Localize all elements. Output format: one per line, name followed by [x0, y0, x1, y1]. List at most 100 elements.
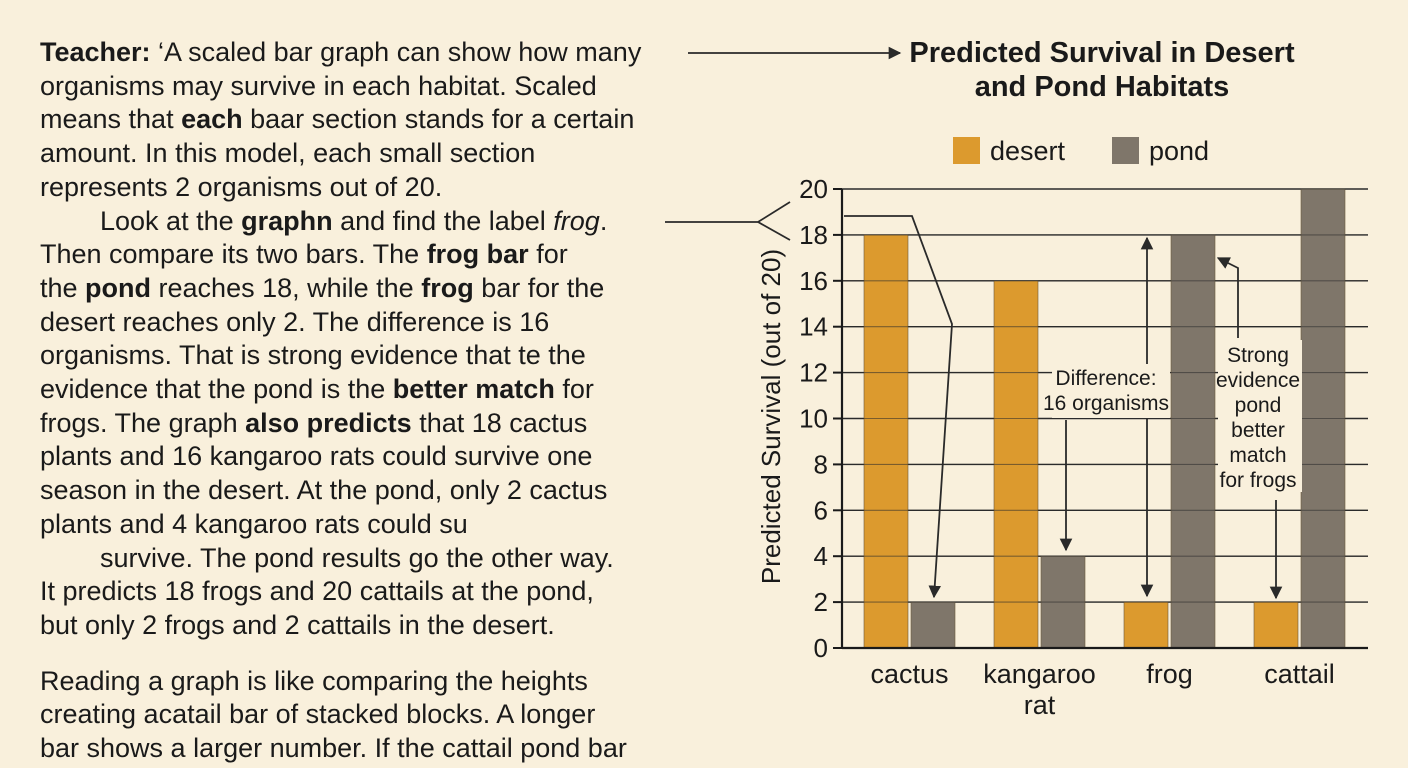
text-run: frog bar [426, 239, 529, 270]
legend-label-pond: pond [1149, 136, 1209, 166]
text-run: amount. In this model, each small sectio… [40, 138, 536, 169]
text-line: desert reaches only 2. The difference is… [40, 306, 690, 340]
bar-cactus-desert [863, 234, 909, 649]
text-run: represents 2 organisms out of 20. [40, 171, 443, 202]
text-run: . [599, 205, 608, 236]
text-run: plants and 4 kangaroo rats could su [40, 508, 468, 539]
difference-annotation-bg [1052, 364, 1170, 418]
text-run: Reading a graph is like comparing the he… [40, 665, 588, 696]
y-tick-label: 10 [799, 404, 828, 434]
bar-cactus-pond [910, 601, 956, 649]
y-tick-label: 4 [814, 541, 828, 571]
text-run: pond [85, 272, 152, 303]
text-line: Look at the graphn and find the label fr… [40, 205, 690, 239]
text-line: Teacher: ‘A scaled bar graph can show ho… [40, 36, 690, 70]
text-line: represents 2 organisms out of 20. [40, 171, 690, 205]
text-run: survive. The pond results go the other w… [100, 542, 614, 573]
y-axis-label: Predicted Survival (out of 20) [756, 249, 786, 584]
text-run: It predicts 18 frogs and 20 cattails at … [40, 576, 594, 607]
text-line: season in the desert. At the pond, only … [40, 474, 690, 508]
text-line: but only 2 frogs and 2 cattails in the d… [40, 609, 690, 643]
y-tick-label: 6 [814, 495, 828, 525]
text-line: plants and 16 kangaroo rats could surviv… [40, 440, 690, 474]
text-run: evidence that the pond is the [40, 374, 393, 405]
text-line: It predicts 18 frogs and 20 cattails at … [40, 575, 690, 609]
text-run: Then compare its two bars. The [40, 239, 427, 270]
category-label: cactus [870, 659, 948, 689]
text-run: bar for the [473, 272, 605, 303]
chart-title: and Pond Habitats [975, 71, 1230, 103]
evidence-annotation-bg [1218, 340, 1302, 492]
text-run: frog [421, 272, 474, 303]
legend-label-desert: desert [990, 136, 1066, 166]
text-line: survive. The pond results go the other w… [40, 542, 690, 576]
text-run: Look at the [100, 205, 242, 236]
text-line: bar shows a larger number. If the cattai… [40, 732, 690, 766]
y-tick-label: 2 [814, 587, 828, 617]
text-run: bar shows a larger number. If the cattai… [40, 733, 627, 764]
text-run: the [40, 272, 86, 303]
evidence-annotation: evidence [1216, 369, 1300, 392]
text-run: for [528, 239, 568, 270]
category-label: kangaroo [983, 659, 1096, 689]
text-run: means that [40, 104, 182, 135]
text-run: plants and 16 kangaroo rats could surviv… [40, 441, 593, 472]
category-label: rat [1024, 690, 1056, 720]
text-line: plants and 4 kangaroo rats could su [40, 508, 690, 542]
text-run: better match [392, 374, 555, 405]
text-run: reaches 18, while the [151, 272, 422, 303]
y-tick-label: 12 [799, 358, 828, 388]
text-run: each [181, 104, 243, 135]
text-run: frog [553, 205, 600, 236]
text-run: season in the desert. At the pond, only … [40, 475, 608, 506]
text-line: amount. In this model, each small sectio… [40, 137, 690, 171]
frog-connector-line [757, 221, 791, 241]
y-tick-label: 16 [799, 266, 828, 296]
frog-connector-line [665, 201, 791, 223]
text-line: evidence that the pond is the better mat… [40, 373, 690, 407]
y-tick-label: 14 [799, 312, 828, 342]
text-run: that 18 cactus [411, 407, 588, 438]
legend-swatch-desert [953, 137, 980, 164]
text-line: means that each baar section stands for … [40, 103, 690, 137]
bar-cattail-desert [1253, 601, 1299, 649]
text-line: Then compare its two bars. The frog bar … [40, 238, 690, 272]
bar-frog-pond [1170, 234, 1216, 649]
evidence-pointer-arrow-up [1216, 257, 1239, 338]
text-line: creating acatail bar of stacked blocks. … [40, 698, 690, 732]
text-run: Teacher: [40, 37, 151, 67]
y-tick-label: 20 [799, 174, 828, 204]
text-run: ‘A scaled bar graph can show how many [150, 37, 642, 67]
text-line: Reading a graph is like comparing the he… [40, 665, 690, 699]
text-run: but only 2 frogs and 2 cattails in the d… [40, 609, 555, 640]
text-run: organisms may survive in each habitat. S… [40, 70, 597, 101]
text-line: frogs. The graph also predicts that 18 c… [40, 407, 690, 441]
legend-swatch-pond [1112, 137, 1139, 164]
difference-annotation: 16 organisms [1043, 392, 1169, 415]
text-run: frogs. The graph [40, 407, 246, 438]
text-run: baar section stands for a certain [242, 104, 635, 135]
text-line: organisms. That is strong evidence that … [40, 339, 690, 373]
evidence-annotation: pond [1235, 394, 1282, 417]
evidence-annotation: for frogs [1219, 469, 1296, 492]
evidence-annotation: match [1229, 444, 1286, 467]
y-tick-label: 18 [799, 220, 828, 250]
text-line: organisms may survive in each habitat. S… [40, 70, 690, 104]
cactus-pond-leader-arrow [844, 215, 953, 599]
evidence-annotation: better [1231, 419, 1285, 442]
difference-annotation: Difference: [1055, 367, 1156, 390]
category-label: frog [1146, 659, 1193, 689]
text-run: for [554, 374, 594, 405]
bar-frog-desert [1123, 601, 1169, 649]
y-tick-label: 0 [814, 633, 828, 663]
text-line: the pond reaches 18, while the frog bar … [40, 272, 690, 306]
chart-title: Predicted Survival in Desert [909, 37, 1295, 69]
text-run: organisms. That is strong evidence that … [40, 340, 586, 371]
text-run: graphn [241, 205, 333, 236]
category-label: cattail [1264, 659, 1335, 689]
explanation-text: Teacher: ‘A scaled bar graph can show ho… [40, 36, 690, 766]
evidence-annotation: Strong [1227, 344, 1289, 367]
text-run: creating acatail bar of stacked blocks. … [40, 699, 596, 730]
text-run: desert reaches only 2. The difference is… [40, 306, 550, 337]
